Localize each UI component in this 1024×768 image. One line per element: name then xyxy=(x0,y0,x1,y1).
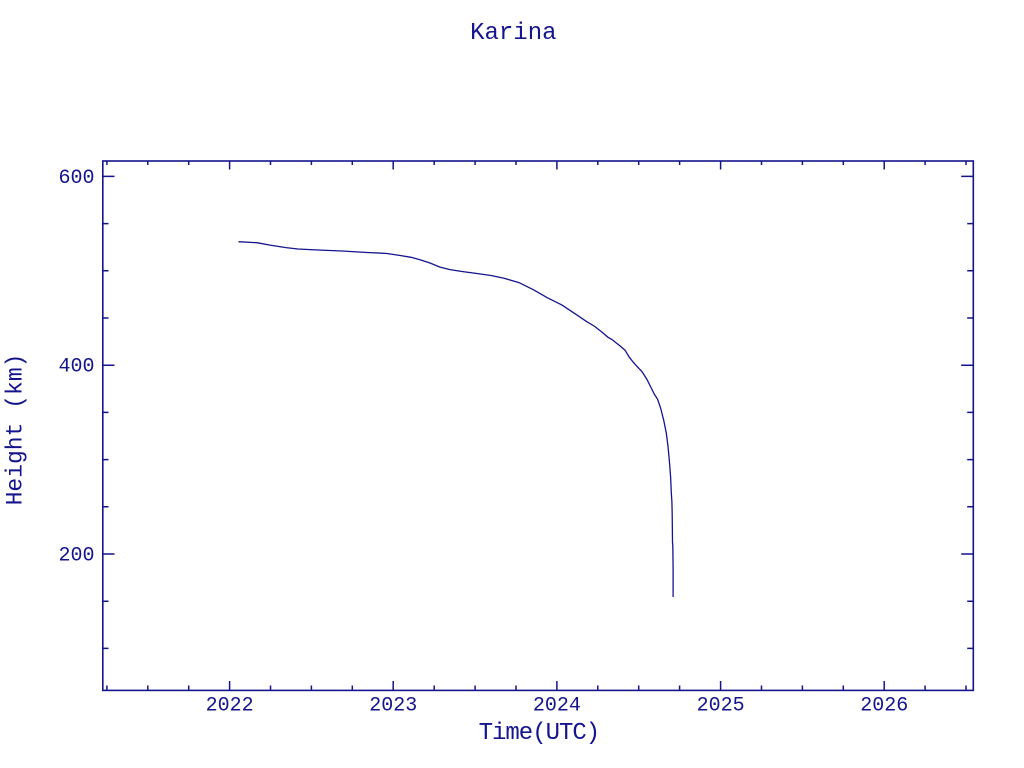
svg-text:600: 600 xyxy=(58,167,94,190)
svg-text:Time(UTC): Time(UTC) xyxy=(479,720,600,747)
svg-text:2023: 2023 xyxy=(369,695,417,718)
svg-text:Height (km): Height (km) xyxy=(3,354,29,506)
svg-text:2026: 2026 xyxy=(860,695,908,718)
svg-text:400: 400 xyxy=(58,356,94,379)
svg-text:2025: 2025 xyxy=(697,695,745,718)
svg-text:200: 200 xyxy=(58,544,94,567)
svg-text:2022: 2022 xyxy=(206,695,254,718)
svg-text:2024: 2024 xyxy=(533,695,581,718)
svg-text:Karina: Karina xyxy=(470,20,556,47)
